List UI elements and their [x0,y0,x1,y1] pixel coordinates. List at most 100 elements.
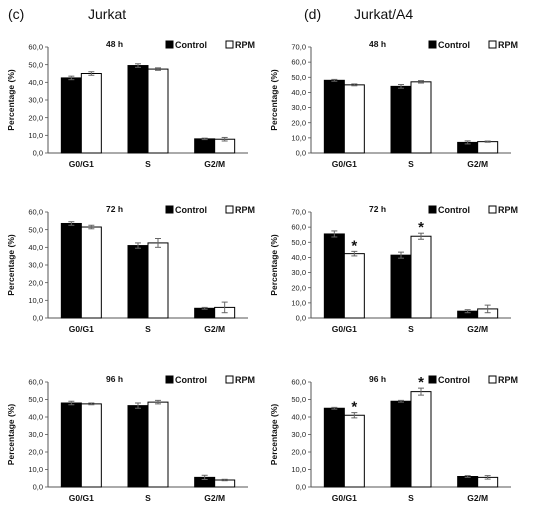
y-tick-label: 20,0 [291,448,306,457]
rpm-bar [477,141,499,154]
rpm-bar [410,235,432,319]
y-tick-label: 70,0 [291,43,306,52]
y-tick-label: 0,0 [33,314,43,323]
bar-chart-d-2: Percentage (%) 0,0 10,0 20,0 30,0 40,0 50,0 60,… [269,374,518,503]
y-tick-label: 10,0 [28,296,43,305]
significance-star: * [351,399,357,416]
control-bar [127,245,149,319]
y-tick-label: 0,0 [296,314,306,323]
y-tick-label: 50,0 [28,395,43,404]
x-category-label: G2/M [467,324,488,334]
control-bar [390,254,412,319]
bar-chart-c-2: Percentage (%) 0,0 10,0 20,0 30,0 40,0 50,0 60,… [6,374,255,503]
legend-rpm-label: RPM [235,40,255,50]
control-bar [127,65,149,154]
panel-c-title: Jurkat [88,6,126,22]
panel-d-title: Jurkat/A4 [354,6,413,22]
time-point-label: 96 h [106,374,123,384]
y-tick-label: 50,0 [291,395,306,404]
significance-star: * [418,374,424,391]
bar-chart-d-1: Percentage (%) 0,0 10,0 20,0 30,0 40,0 50,0 60,… [269,204,518,334]
y-tick-label: 30,0 [28,96,43,105]
y-axis-label: Percentage (%) [269,69,279,131]
control-bar [60,77,82,154]
y-axis-label: Percentage (%) [269,234,279,296]
y-tick-label: 0,0 [33,483,43,492]
legend-rpm-swatch [488,375,497,384]
legend-control-swatch [428,205,437,214]
y-tick-label: 20,0 [291,118,306,127]
control-bar [323,79,345,154]
y-tick-label: 50,0 [28,60,43,69]
time-point-label: 72 h [106,204,123,214]
y-tick-label: 40,0 [28,243,43,252]
legend-control-swatch [165,40,174,49]
time-point-label: 96 h [369,374,386,384]
y-axis-label: Percentage (%) [6,234,16,296]
legend-rpm-label: RPM [498,40,518,50]
y-tick-label: 40,0 [291,253,306,262]
rpm-bar [343,253,365,319]
legend-control-label: Control [438,375,470,385]
x-category-label: G2/M [204,493,225,503]
control-bar [323,233,345,319]
control-bar [390,400,412,488]
control-bar [127,405,149,488]
y-tick-label: 40,0 [291,413,306,422]
bar-chart-c-1: Percentage (%) 0,0 10,0 20,0 30,0 40,0 50,0 60,… [6,204,255,334]
y-tick-label: 10,0 [28,131,43,140]
rpm-bar [410,81,432,154]
chart-grid: Percentage (%) 0,0 10,0 20,0 30,0 40,0 50,0 60,… [6,39,518,503]
legend-control-label: Control [175,205,207,215]
y-tick-label: 50,0 [28,225,43,234]
y-axis-label: Percentage (%) [6,404,16,466]
y-tick-label: 40,0 [28,413,43,422]
y-tick-label: 10,0 [291,298,306,307]
legend-rpm-swatch [225,40,234,49]
rpm-bar [410,391,432,488]
y-tick-label: 30,0 [291,430,306,439]
rpm-bar [343,84,365,154]
y-tick-label: 60,0 [291,378,306,387]
y-tick-label: 50,0 [291,73,306,82]
x-category-label: G0/G1 [332,493,357,503]
x-category-label: S [145,324,151,334]
bar-chart-d-0: Percentage (%) 0,0 10,0 20,0 30,0 40,0 50,0 60,… [269,39,518,169]
y-tick-label: 10,0 [291,133,306,142]
x-category-label: G2/M [204,159,225,169]
rpm-bar [80,73,102,154]
y-tick-label: 40,0 [291,88,306,97]
x-category-label: S [145,493,151,503]
x-category-label: G2/M [467,493,488,503]
x-category-label: S [408,493,414,503]
y-tick-label: 60,0 [291,223,306,232]
y-tick-label: 10,0 [291,465,306,474]
time-point-label: 48 h [369,39,386,49]
y-tick-label: 30,0 [291,103,306,112]
x-category-label: G0/G1 [69,159,94,169]
y-tick-label: 60,0 [28,208,43,217]
y-tick-label: 30,0 [28,261,43,270]
control-bar [323,407,345,488]
significance-star: * [418,219,424,236]
legend-rpm-swatch [225,205,234,214]
y-tick-label: 60,0 [28,378,43,387]
legend-rpm-swatch [488,40,497,49]
control-bar [60,222,82,319]
rpm-bar [80,226,102,319]
control-bar [457,476,479,488]
significance-star: * [351,237,357,254]
x-category-label: G2/M [467,159,488,169]
y-tick-label: 10,0 [28,465,43,474]
panel-c-label: (c) [8,6,24,22]
control-bar [390,85,412,154]
y-tick-label: 70,0 [291,208,306,217]
legend-control-label: Control [175,375,207,385]
y-tick-label: 20,0 [291,283,306,292]
legend-rpm-label: RPM [498,205,518,215]
legend-control-label: Control [438,40,470,50]
y-tick-label: 40,0 [28,78,43,87]
rpm-bar [147,401,169,488]
y-tick-label: 20,0 [28,448,43,457]
